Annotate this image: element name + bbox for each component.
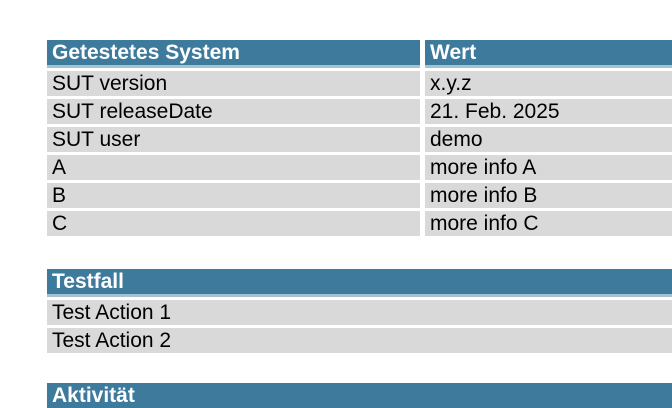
table-row: B more info B (47, 183, 672, 208)
system-info-header-row: Getestetes System Wert (47, 40, 672, 68)
testfall-header-row: Testfall (47, 269, 672, 297)
table-row: SUT releaseDate 21. Feb. 2025 (47, 99, 672, 124)
key-cell: A (47, 155, 420, 180)
table-row: A more info A (47, 155, 672, 180)
table-row: C more info C (47, 211, 672, 236)
value-cell: more info B (425, 183, 672, 208)
value-cell: more info A (425, 155, 672, 180)
test-action-cell: Test Action 1 (47, 300, 672, 325)
testfall-table: Testfall Test Action 1 Test Action 2 (47, 269, 672, 353)
test-report: Getestetes System Wert SUT version x.y.z… (47, 40, 672, 408)
system-info-table: Getestetes System Wert SUT version x.y.z… (47, 40, 672, 236)
column-header-testfall: Testfall (47, 269, 672, 297)
aktivitaet-header-row: Aktivität (47, 383, 672, 408)
key-cell: B (47, 183, 420, 208)
value-cell: demo (425, 127, 672, 152)
table-row: SUT version x.y.z (47, 71, 672, 96)
column-header-aktivitaet: Aktivität (47, 383, 672, 408)
key-cell: SUT releaseDate (47, 99, 420, 124)
value-cell: x.y.z (425, 71, 672, 96)
column-header-wert: Wert (425, 40, 672, 68)
column-header-getestetes-system: Getestetes System (47, 40, 420, 68)
table-row: SUT user demo (47, 127, 672, 152)
table-row: Test Action 2 (47, 328, 672, 353)
key-cell: C (47, 211, 420, 236)
key-cell: SUT version (47, 71, 420, 96)
value-cell: 21. Feb. 2025 (425, 99, 672, 124)
value-cell: more info C (425, 211, 672, 236)
aktivitaet-table: Aktivität (47, 383, 672, 408)
test-action-cell: Test Action 2 (47, 328, 672, 353)
table-row: Test Action 1 (47, 300, 672, 325)
key-cell: SUT user (47, 127, 420, 152)
